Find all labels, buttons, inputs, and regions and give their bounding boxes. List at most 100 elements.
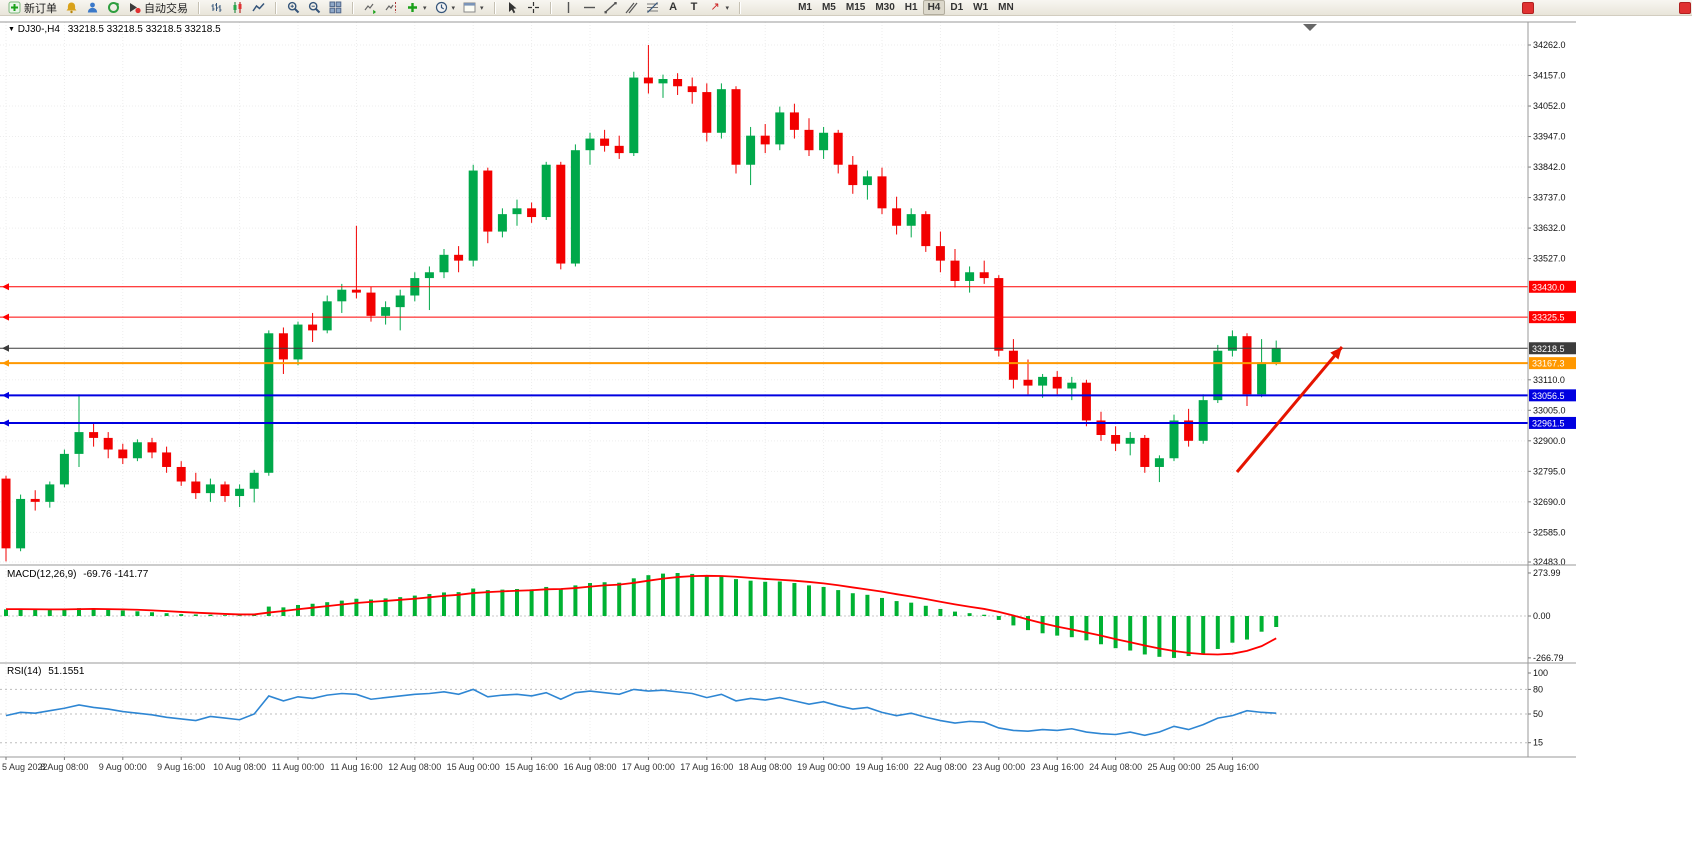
timeframe-w1-button[interactable]: W1 xyxy=(968,0,993,15)
autotrading-icon xyxy=(128,1,141,14)
toolbar-separator xyxy=(493,1,496,14)
crosshair-button[interactable] xyxy=(523,0,544,15)
horizontal-line-tool-button[interactable] xyxy=(579,0,600,15)
timeframe-m1-button[interactable]: M1 xyxy=(793,0,817,15)
chart-ohlc-readout: ▼ DJ30-,H4 33218.5 33218.5 33218.5 33218… xyxy=(8,24,221,35)
toolbar-separator xyxy=(739,1,742,14)
line-chart-button[interactable] xyxy=(248,0,269,15)
svg-text:33842.0: 33842.0 xyxy=(1533,162,1566,172)
trendline-tool-button[interactable] xyxy=(600,0,621,15)
cursor-button[interactable] xyxy=(502,0,523,15)
svg-text:33325.5: 33325.5 xyxy=(1532,313,1565,323)
bell-icon xyxy=(65,1,78,14)
line-chart-icon xyxy=(252,1,265,14)
toolbar-group-trade: 新订单 自动交易 xyxy=(4,0,192,16)
timeframe-d1-button[interactable]: D1 xyxy=(945,0,968,15)
fibonacci-icon xyxy=(646,1,659,14)
indicator-add-icon xyxy=(406,1,419,14)
new-order-icon xyxy=(8,1,21,14)
chevron-down-icon: ▾ xyxy=(451,4,456,12)
templates-button[interactable]: ▾ xyxy=(459,0,488,15)
alerts-button[interactable] xyxy=(61,0,82,15)
candlestick-chart-button[interactable] xyxy=(227,0,248,15)
autotrading-button[interactable]: 自动交易 xyxy=(124,0,192,15)
rsi-label: RSI(14) 51.1551 xyxy=(7,666,84,677)
periods-button[interactable]: ▾ xyxy=(431,0,460,15)
timeframe-h1-button[interactable]: H1 xyxy=(900,0,923,15)
chart-collapse-icon[interactable]: ▼ xyxy=(8,26,15,33)
record-icon[interactable] xyxy=(1679,2,1691,14)
autotrading-label: 自动交易 xyxy=(144,2,188,15)
chevron-down-icon: ▾ xyxy=(480,4,484,12)
zoom-in-button[interactable] xyxy=(283,0,304,15)
toolbar-separator xyxy=(198,1,200,14)
svg-text:17 Aug 16:00: 17 Aug 16:00 xyxy=(680,762,733,772)
label-icon: T xyxy=(690,1,698,13)
svg-text:33167.3: 33167.3 xyxy=(1532,359,1565,369)
svg-text:5 Aug 2022: 5 Aug 2022 xyxy=(2,762,48,772)
svg-text:32900.0: 32900.0 xyxy=(1533,436,1566,446)
svg-text:24 Aug 08:00: 24 Aug 08:00 xyxy=(1089,762,1142,772)
autoscroll-button[interactable] xyxy=(360,0,381,15)
toolbar-separator xyxy=(352,1,354,14)
macd-label: MACD(12,26,9) -69.76 -141.77 xyxy=(7,569,148,580)
macd-values: -69.76 -141.77 xyxy=(83,569,149,580)
bar-chart-icon xyxy=(210,1,223,14)
svg-text:23 Aug 16:00: 23 Aug 16:00 xyxy=(1031,762,1084,772)
crosshair-icon xyxy=(527,1,540,14)
arrow-tool-icon: ↗ xyxy=(710,1,720,13)
fibonacci-tool-button[interactable] xyxy=(642,0,663,15)
svg-text:273.99: 273.99 xyxy=(1533,568,1561,578)
text-tool-button[interactable]: A xyxy=(663,0,684,15)
rsi-name: RSI(14) xyxy=(7,666,42,677)
vertical-line-icon xyxy=(562,1,575,14)
svg-text:15: 15 xyxy=(1533,738,1543,748)
svg-text:0.00: 0.00 xyxy=(1533,611,1551,621)
toolbar-group-chart-type xyxy=(206,0,269,16)
rsi-value: 51.1551 xyxy=(48,666,85,677)
new-order-button[interactable]: 新订单 xyxy=(4,0,61,15)
arrows-tool-button[interactable]: ↗ ▾ xyxy=(705,0,734,15)
svg-text:32483.0: 32483.0 xyxy=(1533,557,1566,567)
svg-text:33005.0: 33005.0 xyxy=(1533,405,1566,415)
svg-text:33737.0: 33737.0 xyxy=(1533,193,1566,203)
toolbar-group-timeframes: M1 M5 M15 M30 H1 H4 D1 W1 MN xyxy=(793,0,1019,16)
svg-text:11 Aug 16:00: 11 Aug 16:00 xyxy=(330,762,382,772)
svg-text:18 Aug 08:00: 18 Aug 08:00 xyxy=(739,762,792,772)
timeframe-m30-button[interactable]: M30 xyxy=(870,0,899,15)
toolbar: 新订单 自动交易 xyxy=(0,0,1692,16)
svg-text:32961.5: 32961.5 xyxy=(1532,418,1565,428)
svg-text:19 Aug 00:00: 19 Aug 00:00 xyxy=(797,762,850,772)
chart-ohlc-values: 33218.5 33218.5 33218.5 33218.5 xyxy=(67,24,221,35)
refresh-icon xyxy=(107,1,120,14)
svg-text:34262.0: 34262.0 xyxy=(1533,40,1566,50)
tile-windows-button[interactable] xyxy=(325,0,346,15)
timeframe-mn-button[interactable]: MN xyxy=(993,0,1019,15)
toolbar-group-objects: A T ↗ ▾ xyxy=(558,0,734,16)
zoom-out-button[interactable] xyxy=(304,0,325,15)
svg-text:23 Aug 00:00: 23 Aug 00:00 xyxy=(972,762,1025,772)
chart-shift-button[interactable] xyxy=(381,0,402,15)
label-tool-button[interactable]: T xyxy=(684,0,705,15)
bar-chart-button[interactable] xyxy=(206,0,227,15)
vertical-line-tool-button[interactable] xyxy=(558,0,579,15)
channel-tool-button[interactable] xyxy=(621,0,642,15)
horizontal-line-icon xyxy=(583,1,596,14)
alert-icon[interactable] xyxy=(1522,2,1534,14)
svg-text:15 Aug 00:00: 15 Aug 00:00 xyxy=(447,762,500,772)
svg-text:25 Aug 16:00: 25 Aug 16:00 xyxy=(1206,762,1259,772)
timeframe-m5-button[interactable]: M5 xyxy=(817,0,841,15)
timeframe-m15-button[interactable]: M15 xyxy=(841,0,870,15)
svg-text:10 Aug 08:00: 10 Aug 08:00 xyxy=(213,762,266,772)
zoom-out-icon xyxy=(308,1,321,14)
refresh-button[interactable] xyxy=(103,0,124,15)
svg-text:33056.5: 33056.5 xyxy=(1532,391,1565,401)
timeframe-h4-button[interactable]: H4 xyxy=(922,0,946,15)
chart-canvas[interactable]: 34262.0 34157.0 34052.0 33947.0 33842.0 33737… xyxy=(0,16,1692,841)
svg-text:8 Aug 08:00: 8 Aug 08:00 xyxy=(40,762,88,772)
svg-text:15 Aug 16:00: 15 Aug 16:00 xyxy=(505,762,558,772)
svg-text:34157.0: 34157.0 xyxy=(1533,71,1566,81)
indicators-button[interactable]: ▾ xyxy=(402,0,431,15)
svg-text:11 Aug 00:00: 11 Aug 00:00 xyxy=(272,762,324,772)
community-button[interactable] xyxy=(82,0,103,15)
